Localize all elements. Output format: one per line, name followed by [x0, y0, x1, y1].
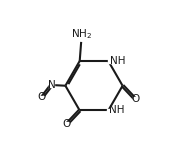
Text: O: O	[131, 94, 139, 104]
Text: N: N	[48, 80, 55, 90]
Bar	[49, 83, 54, 87]
Text: O: O	[38, 92, 46, 102]
Bar	[108, 59, 114, 63]
Bar	[133, 97, 137, 101]
Text: NH: NH	[111, 56, 126, 66]
Bar	[40, 96, 44, 99]
Text: NH$_2$: NH$_2$	[71, 27, 92, 41]
Text: O: O	[63, 119, 71, 129]
Bar	[65, 122, 69, 126]
Text: NH: NH	[109, 106, 125, 115]
Bar	[107, 109, 113, 112]
